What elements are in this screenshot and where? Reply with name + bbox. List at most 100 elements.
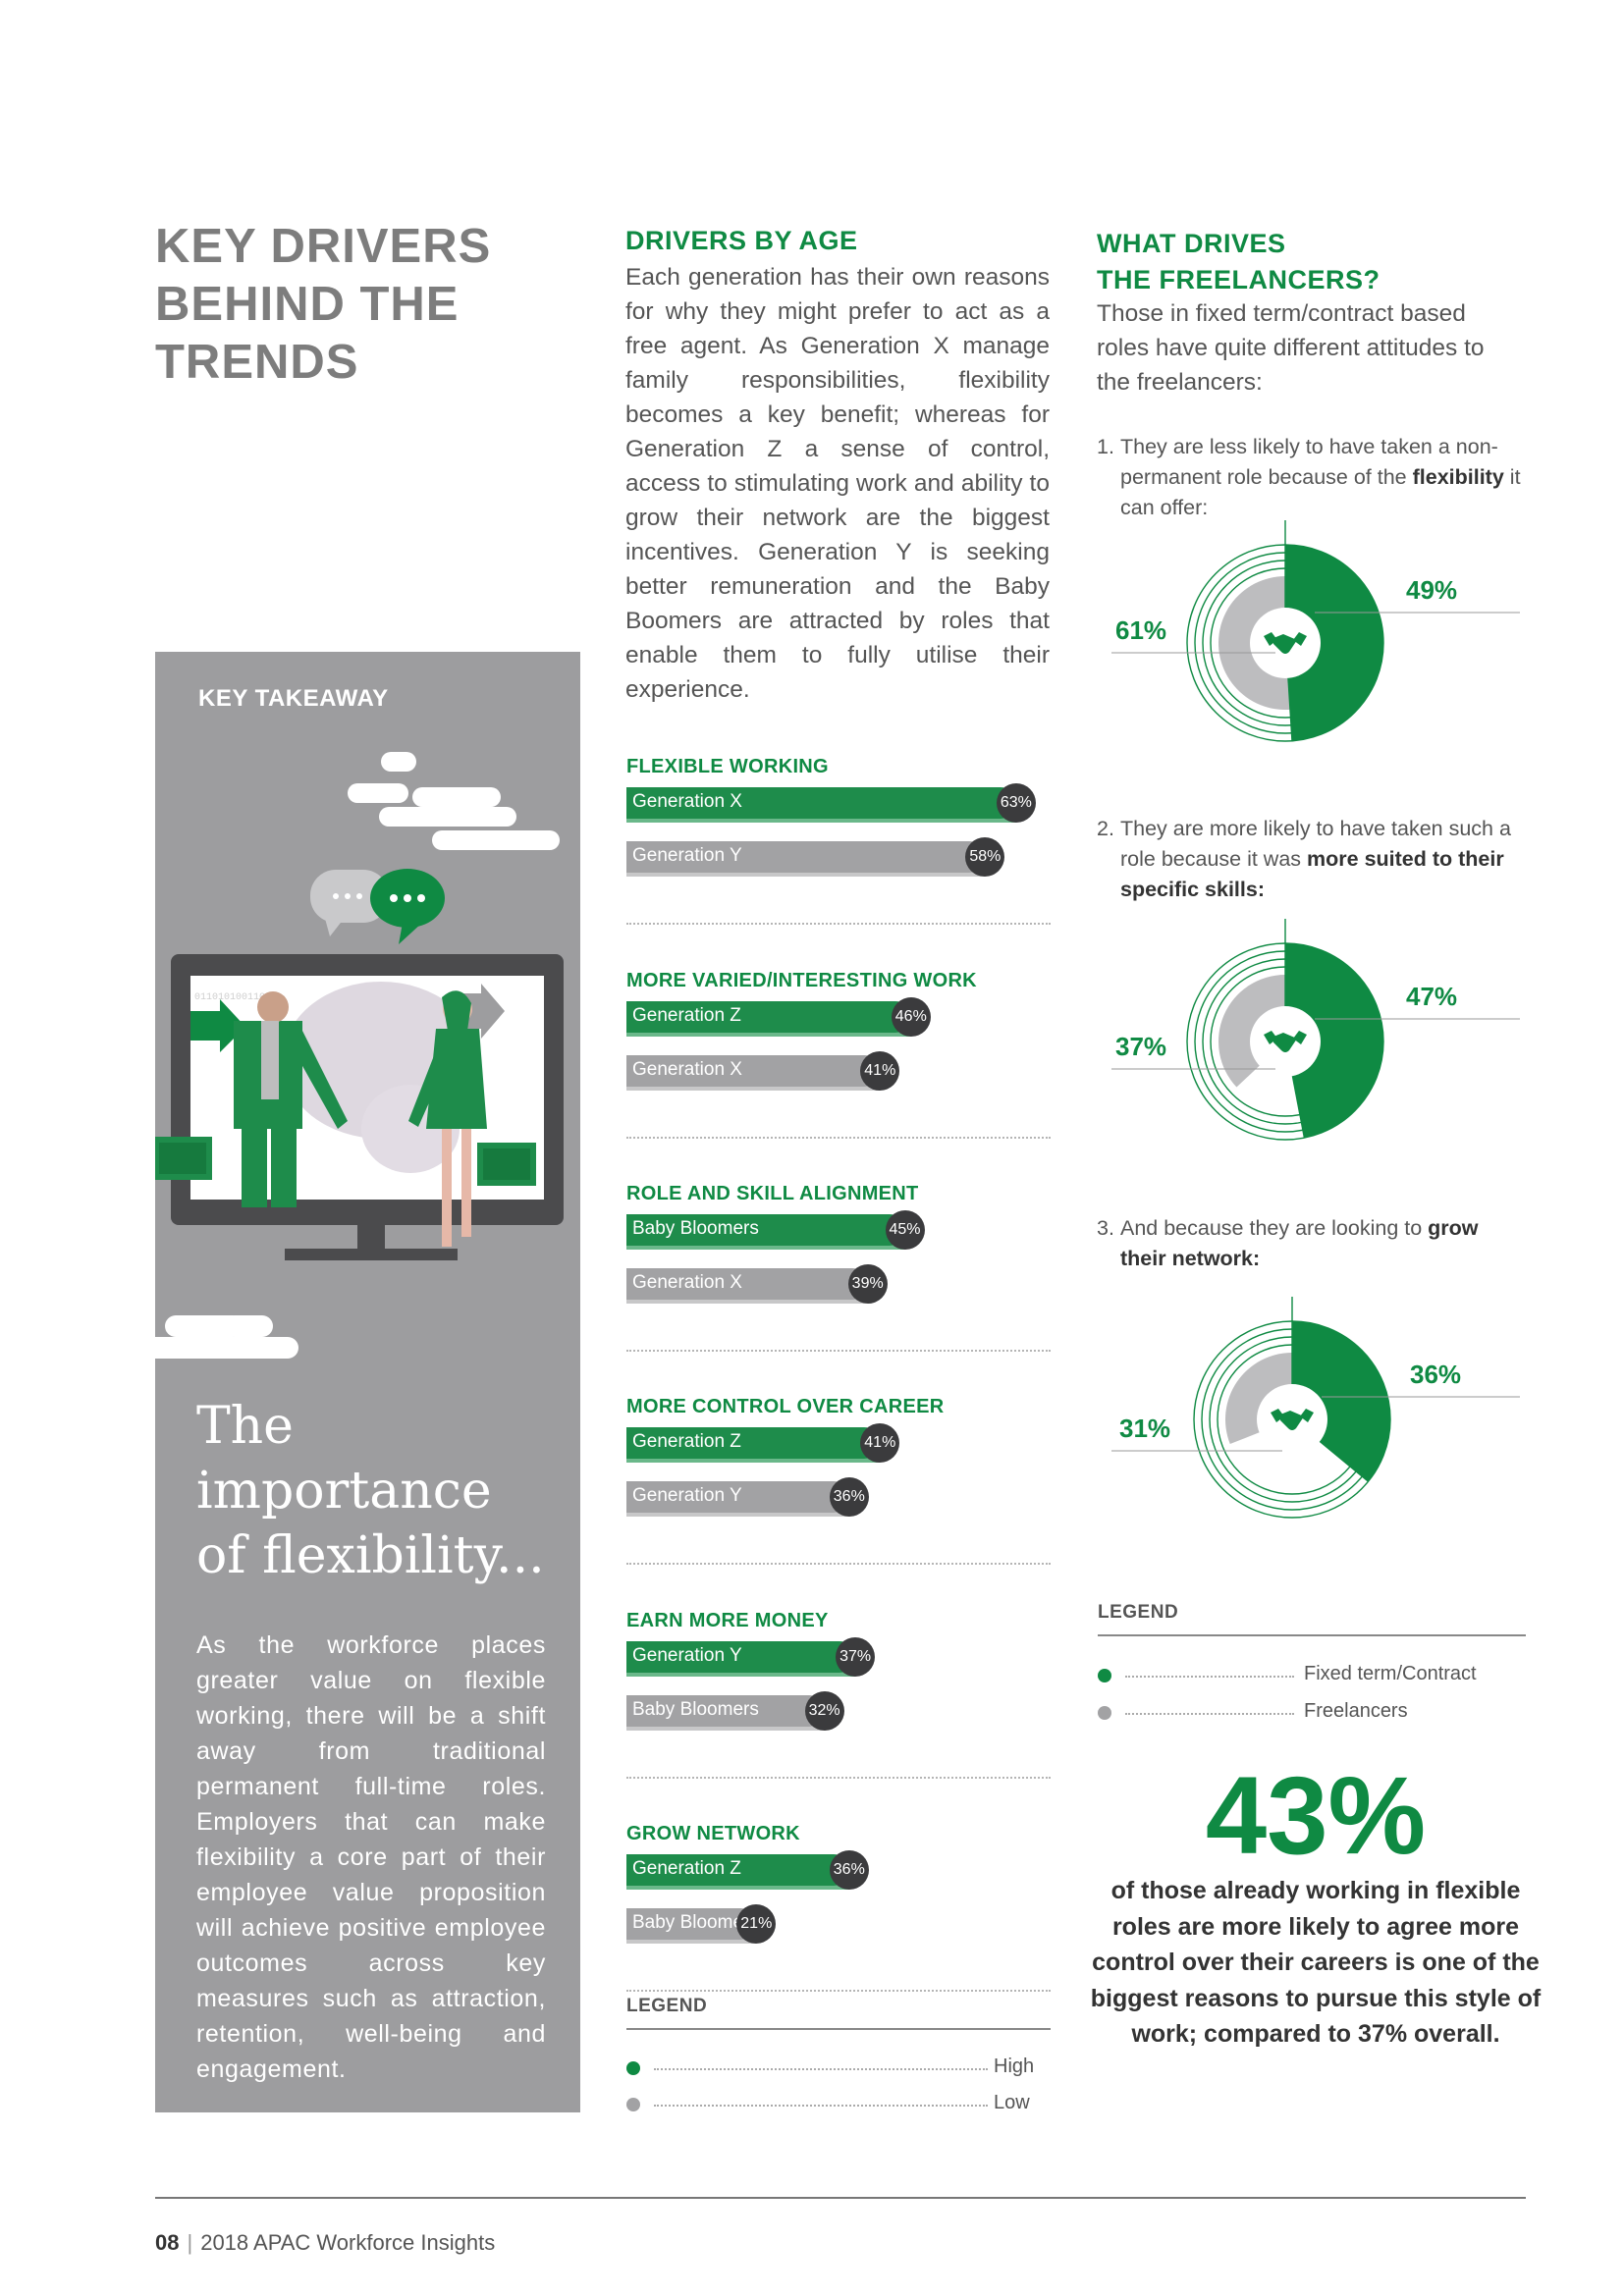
bar-underline (626, 871, 986, 877)
bar-fill (626, 841, 986, 873)
donut-chart (1186, 520, 1384, 742)
bar-fill (626, 1214, 905, 1246)
bar-low: Generation X 39% (626, 1264, 888, 1304)
handshake-icon (1264, 1031, 1307, 1052)
bar-high: Generation Y 37% (626, 1637, 876, 1677)
legend-free-line (1125, 1713, 1294, 1715)
bar-underline (626, 1298, 868, 1304)
bar-underline (626, 1938, 757, 1944)
bar-group-separator (626, 1777, 1051, 1779)
bar-group-title: GROW NETWORK (626, 1823, 800, 1844)
bar-low: Generation X 41% (626, 1051, 900, 1091)
freelancers-legend-rule (1098, 1634, 1526, 1636)
bar-fill (626, 1427, 881, 1459)
donut-leader-lines (1111, 612, 1520, 654)
bar-category-label: Generation Z (632, 1431, 741, 1452)
bar-group-separator (626, 923, 1051, 925)
bar-low: Generation Y 36% (626, 1477, 869, 1517)
takeaway-body: As the workforce places greater value on… (196, 1631, 546, 2083)
legend-low-dot (626, 2098, 640, 2111)
legend-fixed-dot (1098, 1669, 1111, 1682)
bar-low: Generation Y 58% (626, 837, 1005, 877)
bar-category-label: Baby Bloomers (632, 1218, 759, 1239)
donut-chart (1193, 1297, 1391, 1519)
bar-group-title: EARN MORE MONEY (626, 1610, 829, 1631)
bar-underline (626, 1244, 905, 1250)
legend-high-label: High (994, 2056, 1035, 2077)
bar-value-label: 37% (836, 1637, 876, 1677)
footer: 08 | 2018 APAC Workforce Insights (155, 2230, 496, 2255)
bar-underline (626, 1031, 911, 1037)
bar-category-label: Baby Bloomers (632, 1699, 759, 1720)
bar-group-separator (626, 1137, 1051, 1139)
bar-high: Generation Z 36% (626, 1850, 869, 1890)
bar-group-title: MORE CONTROL OVER CAREER (626, 1396, 945, 1417)
handshake-illustration: 01101010011010 (155, 752, 564, 1359)
bar-group-separator (626, 1990, 1051, 1992)
legend-high-line (654, 2068, 988, 2070)
freelancers-intro: Those in fixed term/contract based roles… (1097, 300, 1485, 396)
bar-low: Baby Bloomers 32% (626, 1691, 844, 1731)
legend-fixed-label: Fixed term/Contract (1304, 1663, 1477, 1684)
handshake-icon (1271, 1409, 1314, 1430)
bar-group-title: FLEXIBLE WORKING (626, 756, 829, 777)
big-stat-value: 43% (1205, 1754, 1427, 1877)
bar-underline (626, 1884, 849, 1890)
bar-category-label: Generation Z (632, 1005, 741, 1026)
bar-category-label: Generation Y (632, 845, 742, 866)
bar-fill (626, 1481, 849, 1513)
bar-value-label: 41% (860, 1423, 900, 1463)
bar-low: Baby Bloomers 21% (626, 1904, 777, 1944)
legend-free-label: Freelancers (1304, 1700, 1408, 1722)
bar-value-label: 32% (804, 1691, 844, 1731)
bar-high: Generation X 63% (626, 783, 1036, 823)
bar-category-label: Generation Y (632, 1485, 742, 1506)
bar-category-label: Baby Bloomers (632, 1912, 759, 1933)
legend-low-line (654, 2105, 988, 2107)
donut-freelancers-value: 31% (1119, 1414, 1171, 1443)
bar-fill (626, 1055, 881, 1087)
bar-underline (626, 1457, 881, 1463)
handshake-icon (1264, 632, 1307, 654)
donut-fixed-value: 49% (1406, 575, 1458, 605)
legend-high-dot (626, 2061, 640, 2075)
bar-fill (626, 1001, 911, 1033)
bar-category-label: Generation X (632, 1059, 742, 1080)
monitor-code-text: 01101010011010 (194, 992, 277, 1003)
drivers-by-age-title: DRIVERS BY AGE (625, 226, 858, 255)
bar-fill (626, 1908, 757, 1940)
bar-group-title: ROLE AND SKILL ALIGNMENT (626, 1183, 919, 1204)
bar-group-title: MORE VARIED/INTERESTING WORK (626, 970, 977, 991)
donut-fixed-slice (1285, 943, 1383, 1139)
bar-high: Generation Z 46% (626, 997, 931, 1037)
bar-group-separator (626, 1350, 1051, 1352)
quote-title: The importance of flexibility... (196, 1397, 545, 1585)
bar-value-label: 41% (860, 1051, 900, 1091)
bar-value-label: 45% (885, 1210, 925, 1250)
page-title: KEY DRIVERS BEHIND THE TRENDS (155, 220, 492, 389)
drivers-by-age-body: Each generation has their own reasons fo… (625, 264, 1050, 703)
big-stat-text: of those already working in flexible rol… (1090, 1877, 1542, 2048)
bar-value-label: 36% (829, 1477, 869, 1517)
donut-fixed-value: 47% (1406, 982, 1458, 1011)
donut-freelancers-value: 37% (1115, 1032, 1167, 1061)
bar-value-label: 21% (736, 1904, 777, 1944)
bar-value-label: 39% (847, 1264, 888, 1304)
legend-low-label: Low (994, 2092, 1030, 2113)
bar-high: Baby Bloomers 45% (626, 1210, 925, 1250)
bar-fill (626, 1268, 868, 1300)
bar-underline (626, 1671, 856, 1677)
legend-fixed-line (1125, 1676, 1294, 1678)
donut-leader-lines (1111, 1018, 1520, 1070)
bar-fill (626, 1641, 856, 1673)
bar-group-separator (626, 1563, 1051, 1565)
bar-category-label: Generation Y (632, 1645, 742, 1666)
point-2: 2. They are more likely to have taken su… (1097, 817, 1511, 901)
freelancers-title: WHAT DRIVES THE FREELANCERS? (1097, 229, 1380, 294)
donut-chart (1186, 919, 1384, 1141)
legend-free-dot (1098, 1706, 1111, 1720)
donut-leader-lines (1111, 1396, 1520, 1452)
freelancers-legend-title: LEGEND (1098, 1602, 1179, 1623)
footer-title: 2018 APAC Workforce Insights (200, 2230, 496, 2255)
bar-underline (626, 817, 1016, 823)
